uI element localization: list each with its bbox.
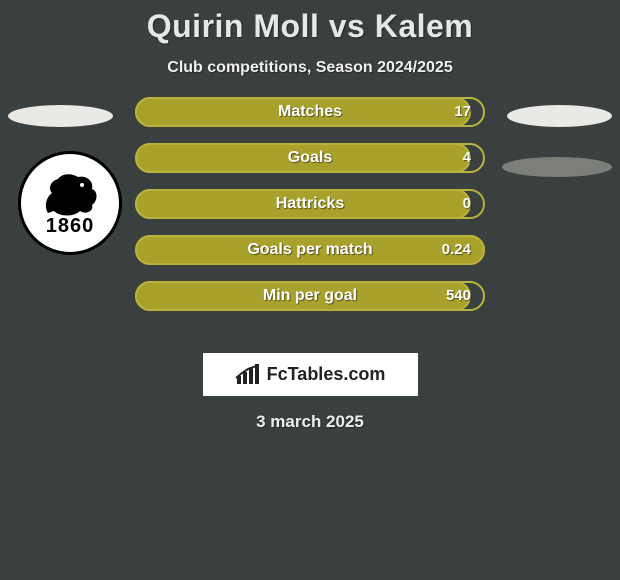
bar-fill	[135, 97, 471, 127]
stat-bars: Matches 17 Goals 4 Hattricks 0 Goals per…	[135, 97, 485, 327]
stat-row-hattricks: Hattricks 0	[135, 189, 485, 219]
club-right-badge-placeholder	[502, 157, 612, 177]
player-right-avatar-placeholder	[507, 105, 612, 127]
bar-fill	[135, 189, 471, 219]
player-left-avatar-placeholder	[8, 105, 113, 127]
bar-fill	[135, 281, 471, 311]
date-label: 3 march 2025	[0, 412, 620, 432]
lion-crest-icon	[38, 169, 102, 217]
page-title: Quirin Moll vs Kalem	[0, 8, 620, 45]
club-left-badge: 1860	[18, 151, 122, 255]
bar-fill	[135, 235, 485, 265]
subtitle: Club competitions, Season 2024/2025	[0, 59, 620, 77]
club-year: 1860	[46, 215, 95, 238]
branding-badge[interactable]: FcTables.com	[203, 353, 418, 396]
stat-row-goals: Goals 4	[135, 143, 485, 173]
comparison-card: Quirin Moll vs Kalem Club competitions, …	[0, 0, 620, 580]
stats-area: 1860 Matches 17 Goals 4 Hattricks 0	[0, 105, 620, 335]
bar-chart-icon	[235, 364, 261, 386]
bar-fill	[135, 143, 471, 173]
branding-text: FcTables.com	[267, 364, 386, 385]
stat-row-min-per-goal: Min per goal 540	[135, 281, 485, 311]
stat-row-goals-per-match: Goals per match 0.24	[135, 235, 485, 265]
stat-row-matches: Matches 17	[135, 97, 485, 127]
